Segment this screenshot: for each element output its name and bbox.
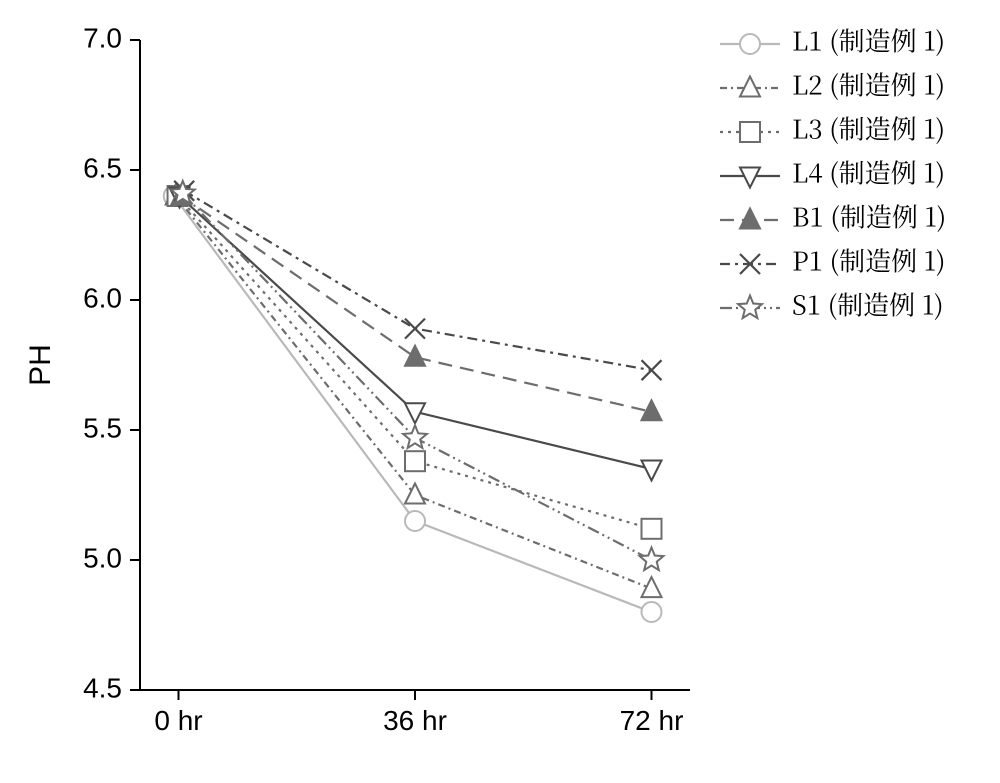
square-marker-icon [642, 519, 662, 539]
legend-label: L1 (制造例 1) [792, 22, 945, 59]
y-axis-title: PH [24, 344, 57, 386]
y-tick-label: 7.0 [83, 22, 122, 53]
x-tick-label: 0 hr [154, 705, 202, 736]
y-tick-label: 5.5 [83, 412, 122, 443]
y-tick-label: 6.0 [83, 282, 122, 313]
y-tick-label: 5.0 [83, 542, 122, 573]
legend-label: L2 (制造例 1) [792, 66, 945, 103]
y-tick-label: 4.5 [83, 672, 122, 703]
circle-marker-icon [405, 511, 425, 531]
x-tick-label: 72 hr [620, 705, 684, 736]
x-tick-label: 36 hr [383, 705, 447, 736]
square-marker-icon [405, 451, 425, 471]
legend-label: P1 (制造例 1) [792, 242, 945, 279]
legend-label: S1 (制造例 1) [792, 286, 944, 323]
circle-marker-icon [642, 602, 662, 622]
legend-label: L4 (制造例 1) [792, 154, 945, 191]
circle-marker-icon [740, 34, 760, 54]
legend-label: L3 (制造例 1) [792, 110, 945, 147]
line-chart: 4.5 5.0 5.5 6.0 6.5 7.0 PH 0 hr 36 hr 72 hr L1 (制造… [0, 0, 1000, 783]
legend-label: B1 (制造例 1) [792, 198, 946, 235]
y-tick-label: 6.5 [83, 152, 122, 183]
chart-container: 4.5 5.0 5.5 6.0 6.5 7.0 PH 0 hr 36 hr 72 hr L1 (制造… [0, 0, 1000, 783]
square-marker-icon [740, 122, 760, 142]
